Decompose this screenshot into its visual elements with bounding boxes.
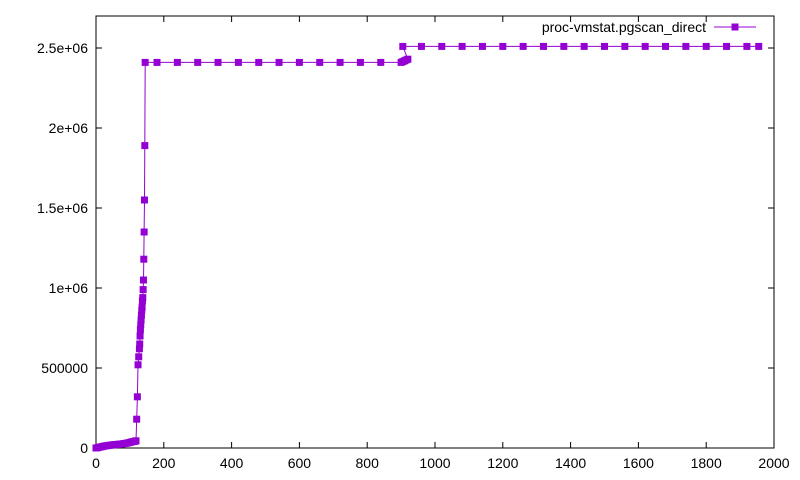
data-point xyxy=(539,42,547,50)
data-point xyxy=(399,42,407,50)
data-point xyxy=(136,340,144,348)
data-point xyxy=(234,58,242,66)
data-point xyxy=(139,294,147,302)
data-point xyxy=(134,361,142,369)
data-point xyxy=(133,393,141,401)
data-point xyxy=(139,276,147,284)
data-point xyxy=(377,58,385,66)
x-tick-label: 1600 xyxy=(623,455,654,471)
data-point xyxy=(580,42,588,50)
data-point xyxy=(743,42,751,50)
data-point xyxy=(316,58,324,66)
legend-marker-sample xyxy=(731,23,739,31)
data-point xyxy=(136,326,144,334)
data-point xyxy=(140,255,148,263)
x-tick-label: 2000 xyxy=(758,455,789,471)
x-tick-label: 0 xyxy=(92,455,100,471)
data-point xyxy=(702,42,710,50)
data-point xyxy=(137,321,145,329)
data-point xyxy=(173,58,181,66)
data-point xyxy=(499,42,507,50)
data-point xyxy=(438,42,446,50)
data-point xyxy=(295,58,303,66)
data-point xyxy=(641,42,649,50)
y-axis-ticks: 0 500000 1e+06 1.5e+06 2e+06 2.5e+06 xyxy=(37,40,774,456)
y-tick-label: 2e+06 xyxy=(49,120,89,136)
data-point xyxy=(139,286,147,294)
x-tick-label: 1000 xyxy=(419,455,450,471)
data-point xyxy=(140,228,148,236)
data-point xyxy=(478,42,486,50)
data-point xyxy=(621,42,629,50)
data-point xyxy=(137,316,145,324)
x-tick-label: 1200 xyxy=(487,455,518,471)
data-point xyxy=(194,58,202,66)
data-point xyxy=(458,42,466,50)
data-point xyxy=(417,42,425,50)
y-tick-label: 1.5e+06 xyxy=(37,200,88,216)
data-point xyxy=(140,196,148,204)
data-point xyxy=(723,42,731,50)
data-point xyxy=(135,353,143,361)
data-point xyxy=(132,437,140,445)
data-point xyxy=(214,58,222,66)
series-line xyxy=(95,45,759,449)
y-tick-label: 0 xyxy=(80,440,88,456)
legend: proc-vmstat.pgscan_direct xyxy=(542,19,756,35)
data-point xyxy=(136,332,144,340)
data-point xyxy=(336,58,344,66)
data-point xyxy=(133,415,141,423)
y-tick-label: 2.5e+06 xyxy=(37,40,88,56)
x-tick-label: 600 xyxy=(288,455,312,471)
data-point xyxy=(141,142,149,150)
data-point xyxy=(404,55,412,63)
x-tick-label: 400 xyxy=(220,455,244,471)
data-point xyxy=(356,58,364,66)
series-layer xyxy=(92,42,763,452)
y-tick-label: 1e+06 xyxy=(49,280,89,296)
data-point xyxy=(519,42,527,50)
data-point xyxy=(560,42,568,50)
x-tick-label: 200 xyxy=(152,455,176,471)
x-tick-label: 1400 xyxy=(555,455,586,471)
data-point xyxy=(137,311,145,319)
data-point xyxy=(662,42,670,50)
data-point xyxy=(153,58,161,66)
data-point xyxy=(135,345,143,353)
data-point xyxy=(141,58,149,66)
data-point xyxy=(255,58,263,66)
data-point xyxy=(755,42,763,50)
plot-frame xyxy=(95,15,775,449)
data-point xyxy=(138,303,146,311)
x-axis-ticks: 0 200 400 600 800 1000 1200 1400 1600 1800 2000 xyxy=(92,16,790,471)
x-tick-label: 1800 xyxy=(691,455,722,471)
y-tick-label: 500000 xyxy=(41,360,88,376)
data-point xyxy=(682,42,690,50)
data-point xyxy=(275,58,283,66)
data-point xyxy=(601,42,608,50)
x-tick-label: 800 xyxy=(356,455,380,471)
legend-label: proc-vmstat.pgscan_direct xyxy=(542,19,706,35)
